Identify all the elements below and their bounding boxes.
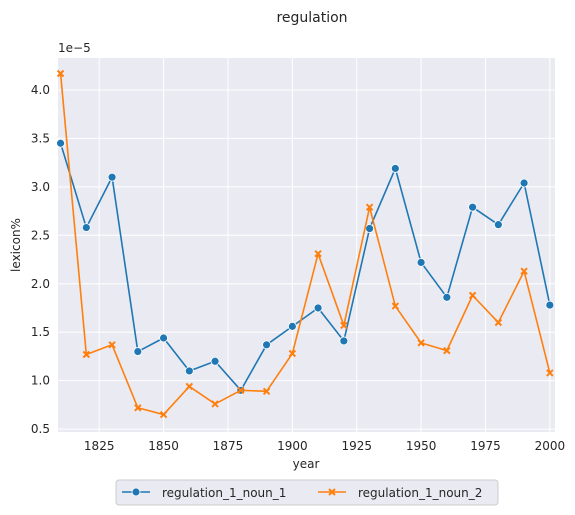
y-axis-label: lexicon% <box>9 218 23 272</box>
x-tick-label: 1950 <box>406 439 437 453</box>
data-point-series-1 <box>159 333 168 343</box>
data-point-series-1 <box>365 224 374 233</box>
data-point-series-2 <box>159 410 168 419</box>
x-tick-label: 1900 <box>277 439 308 453</box>
data-point-series-2 <box>262 387 271 396</box>
data-point-series-1 <box>81 223 91 232</box>
data-point-series-2 <box>288 349 297 358</box>
data-point-series-1 <box>262 340 271 350</box>
data-point-series-2 <box>314 250 322 258</box>
data-point-series-2 <box>108 341 116 349</box>
legend-label-series-1: regulation_1_noun_1 <box>162 486 286 500</box>
data-point-series-2 <box>520 267 528 275</box>
y-tick-label: 2.0 <box>31 277 50 291</box>
y-tick-label: 0.5 <box>31 422 50 436</box>
grid-lines <box>58 58 555 432</box>
chart-title: regulation <box>276 10 347 26</box>
data-point-series-2 <box>417 339 425 347</box>
data-point-series-1 <box>287 321 297 331</box>
y-axis-ticks: 0.5 1.0 1.5 2.0 2.5 3.0 3.5 4.0 <box>31 83 50 436</box>
data-point-series-2 <box>340 321 348 330</box>
data-point-series-1 <box>210 356 220 366</box>
x-tick-label: 1925 <box>341 439 372 453</box>
x-axis-ticks: 1825 1850 1875 1900 1925 1950 1975 2000 <box>84 439 565 453</box>
data-point-series-1 <box>56 138 65 148</box>
data-point-series-2 <box>365 203 374 211</box>
data-point-series-2 <box>211 400 219 408</box>
data-point-series-1 <box>339 336 349 346</box>
data-point-series-2 <box>443 346 451 355</box>
data-point-series-2 <box>56 69 65 78</box>
legend-marker-series-1 <box>131 487 141 497</box>
data-point-series-1 <box>519 178 529 188</box>
x-axis-label: year <box>293 457 320 471</box>
x-tick-label: 2000 <box>535 439 566 453</box>
data-point-series-1 <box>107 172 117 182</box>
data-point-series-1 <box>390 164 400 173</box>
data-point-series-2 <box>185 382 194 391</box>
legend: regulation_1_noun_1 regulation_1_noun_2 <box>115 479 499 506</box>
y-tick-label: 4.0 <box>31 83 50 97</box>
data-point-series-1 <box>133 347 143 356</box>
y-offset-text: 1e−5 <box>58 41 91 55</box>
y-tick-label: 1.5 <box>31 325 50 339</box>
y-tick-label: 1.0 <box>31 374 50 388</box>
data-point-series-2 <box>134 404 142 412</box>
y-tick-label: 3.5 <box>31 131 50 145</box>
x-tick-label: 1825 <box>84 439 115 453</box>
y-tick-label: 2.5 <box>31 228 50 242</box>
data-point-series-2 <box>468 291 477 300</box>
data-point-series-2 <box>82 350 91 359</box>
data-point-series-1 <box>313 303 323 313</box>
data-point-series-2 <box>391 302 400 310</box>
y-tick-label: 3.0 <box>31 180 50 194</box>
data-point-series-1 <box>545 300 555 310</box>
x-tick-label: 1850 <box>148 439 179 453</box>
series-layer <box>56 69 555 419</box>
data-point-series-2 <box>494 318 503 327</box>
legend-box <box>115 479 499 506</box>
legend-marker-series-2 <box>328 488 336 496</box>
data-point-series-1 <box>468 202 477 212</box>
series-line-2 <box>59 73 551 416</box>
plot-area <box>58 58 555 432</box>
data-point-series-1 <box>442 292 452 302</box>
data-point-series-2 <box>237 386 245 395</box>
data-point-series-2 <box>546 369 554 377</box>
x-tick-label: 1875 <box>213 439 244 453</box>
data-point-series-1 <box>493 220 503 230</box>
data-point-series-1 <box>416 258 426 267</box>
x-tick-label: 1975 <box>470 439 501 453</box>
series-line-1 <box>59 143 551 392</box>
legend-label-series-2: regulation_1_noun_2 <box>358 486 482 500</box>
data-point-series-1 <box>184 366 194 376</box>
